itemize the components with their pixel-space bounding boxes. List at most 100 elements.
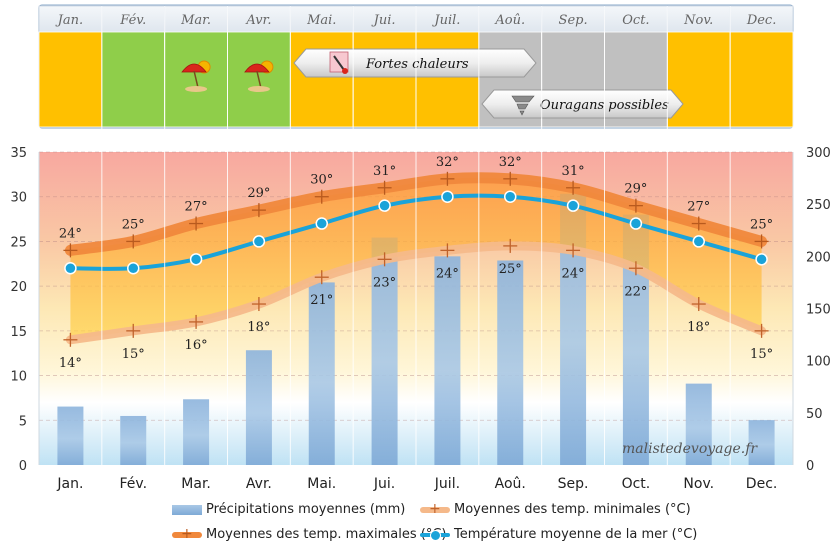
chart-legend: Précipitations moyennes (mm) + Moyennes … (0, 498, 840, 550)
legend-cross-icon: + (181, 526, 193, 542)
min-temp-label: 21° (310, 293, 333, 308)
callout-label: Fortes chaleurs (365, 57, 469, 72)
sea-temp-marker (127, 262, 140, 275)
header-month-label: Avr. (245, 13, 271, 28)
right-tick-label: 300 (806, 146, 831, 161)
sea-temp-marker (189, 253, 203, 266)
legend-label: Moyennes des temp. minimales (°C) (454, 502, 691, 517)
max-temp-marker (628, 198, 643, 213)
x-tick-label: Oct. (622, 476, 651, 492)
beach-umbrella-icon (244, 60, 274, 92)
left-tick-label: 10 (10, 370, 27, 385)
beach-umbrella-icon (181, 60, 211, 92)
max-temp-marker (440, 171, 455, 186)
sand-patch (185, 86, 208, 92)
right-tick-label: 100 (806, 355, 831, 370)
max-temp-marker (754, 234, 769, 249)
precipitation-bar (434, 256, 461, 465)
header-month-label: Mar. (180, 13, 211, 28)
legend-swatch-bar (172, 505, 202, 515)
min-temp-marker (691, 297, 706, 312)
right-tick-label: 50 (806, 407, 823, 422)
max-temp-label: 25° (750, 217, 773, 232)
max-temp-label: 31° (373, 164, 396, 179)
header-month-cell (227, 5, 291, 33)
min-temp-marker (314, 270, 329, 285)
max-temp-label: 32° (499, 155, 522, 170)
sea-temp-marker (566, 199, 580, 212)
max-temp-marker (566, 180, 581, 195)
min-temp-marker (377, 252, 392, 267)
umbrella-pole (193, 70, 199, 89)
sea-temp-marker (629, 217, 643, 230)
header-month-label: Juil. (431, 13, 460, 28)
x-tick-label: Fév. (119, 476, 147, 492)
tornado-icon (511, 95, 535, 116)
max-temp-label: 25° (122, 217, 145, 232)
thermometer-icon (329, 51, 349, 74)
precipitation-bar (120, 415, 147, 465)
precipitation-bar (57, 406, 84, 465)
header-month-cell (415, 5, 480, 33)
climate-chart: Jan. Fév. Mar. Avr. Mai. Jui. Juil. Aoû. Sep. Oct… (10, 4, 831, 492)
min-temp-label: 23° (373, 275, 396, 290)
header-month-cell (478, 5, 542, 33)
precipitation-bar (371, 237, 398, 465)
header-month-cell (38, 5, 103, 33)
max-temp-label: 30° (310, 173, 333, 188)
header-month-label: Aoû. (494, 13, 525, 28)
season-cell (289, 31, 354, 128)
header-month-label: Mai. (306, 13, 336, 28)
max-temp-marker (314, 189, 329, 204)
left-tick-label: 15 (10, 325, 27, 340)
min-temp-label: 24° (562, 266, 585, 281)
min-temp-label: 25° (499, 262, 522, 277)
sea-temp-marker (755, 253, 768, 266)
right-tick-label: 0 (806, 459, 814, 474)
x-tick-label: Aoû. (495, 476, 526, 492)
min-temp-label: 18° (687, 320, 710, 335)
x-tick-label: Mai. (307, 476, 336, 492)
sand-patch (247, 86, 270, 92)
legend-dot-icon (430, 530, 441, 541)
max-temp-marker (377, 180, 392, 195)
right-tick-label: 150 (806, 303, 831, 318)
min-temp-label: 24° (436, 266, 459, 281)
sea-temp-marker (64, 262, 77, 275)
min-temp-label: 18° (247, 320, 270, 335)
header-month-label: Jui. (371, 13, 396, 28)
sea-temp-marker (315, 217, 328, 230)
min-temp-label: 15° (122, 347, 145, 362)
precipitation-bar (685, 383, 712, 465)
min-temp-marker (566, 243, 581, 258)
legend-cross-icon: + (429, 501, 441, 517)
min-temp-marker (189, 314, 204, 329)
watermark: malistedevoyage.fr (622, 441, 758, 457)
header-month-cell (667, 5, 731, 33)
season-cell (729, 31, 794, 128)
min-temp-marker (440, 243, 455, 258)
header-month-label: Oct. (622, 13, 649, 28)
precipitation-bar (245, 350, 272, 465)
season-cell (38, 31, 103, 128)
right-tick-label: 250 (806, 198, 831, 213)
umbrella-canopy (181, 63, 207, 73)
season-cell (666, 31, 731, 128)
sea-temp-marker (252, 235, 266, 248)
min-temp-marker (503, 238, 518, 253)
min-temp-marker (63, 332, 78, 347)
max-temp-label: 24° (59, 226, 82, 241)
legend-swatch-min (420, 507, 450, 513)
season-cell (415, 31, 480, 128)
thermometer-bulb (342, 68, 348, 74)
max-temp-marker (126, 234, 141, 249)
sea-temp-marker (441, 190, 454, 203)
legend-label: Température moyenne de la mer (°C) (454, 527, 698, 542)
header-month-label: Jan. (55, 13, 83, 28)
max-temp-label: 29° (247, 186, 270, 201)
header-month-cell (541, 5, 605, 33)
umbrella-pole (256, 70, 262, 89)
x-tick-label: Mar. (181, 476, 211, 492)
min-temp-marker (126, 323, 141, 338)
left-tick-label: 30 (10, 191, 27, 206)
